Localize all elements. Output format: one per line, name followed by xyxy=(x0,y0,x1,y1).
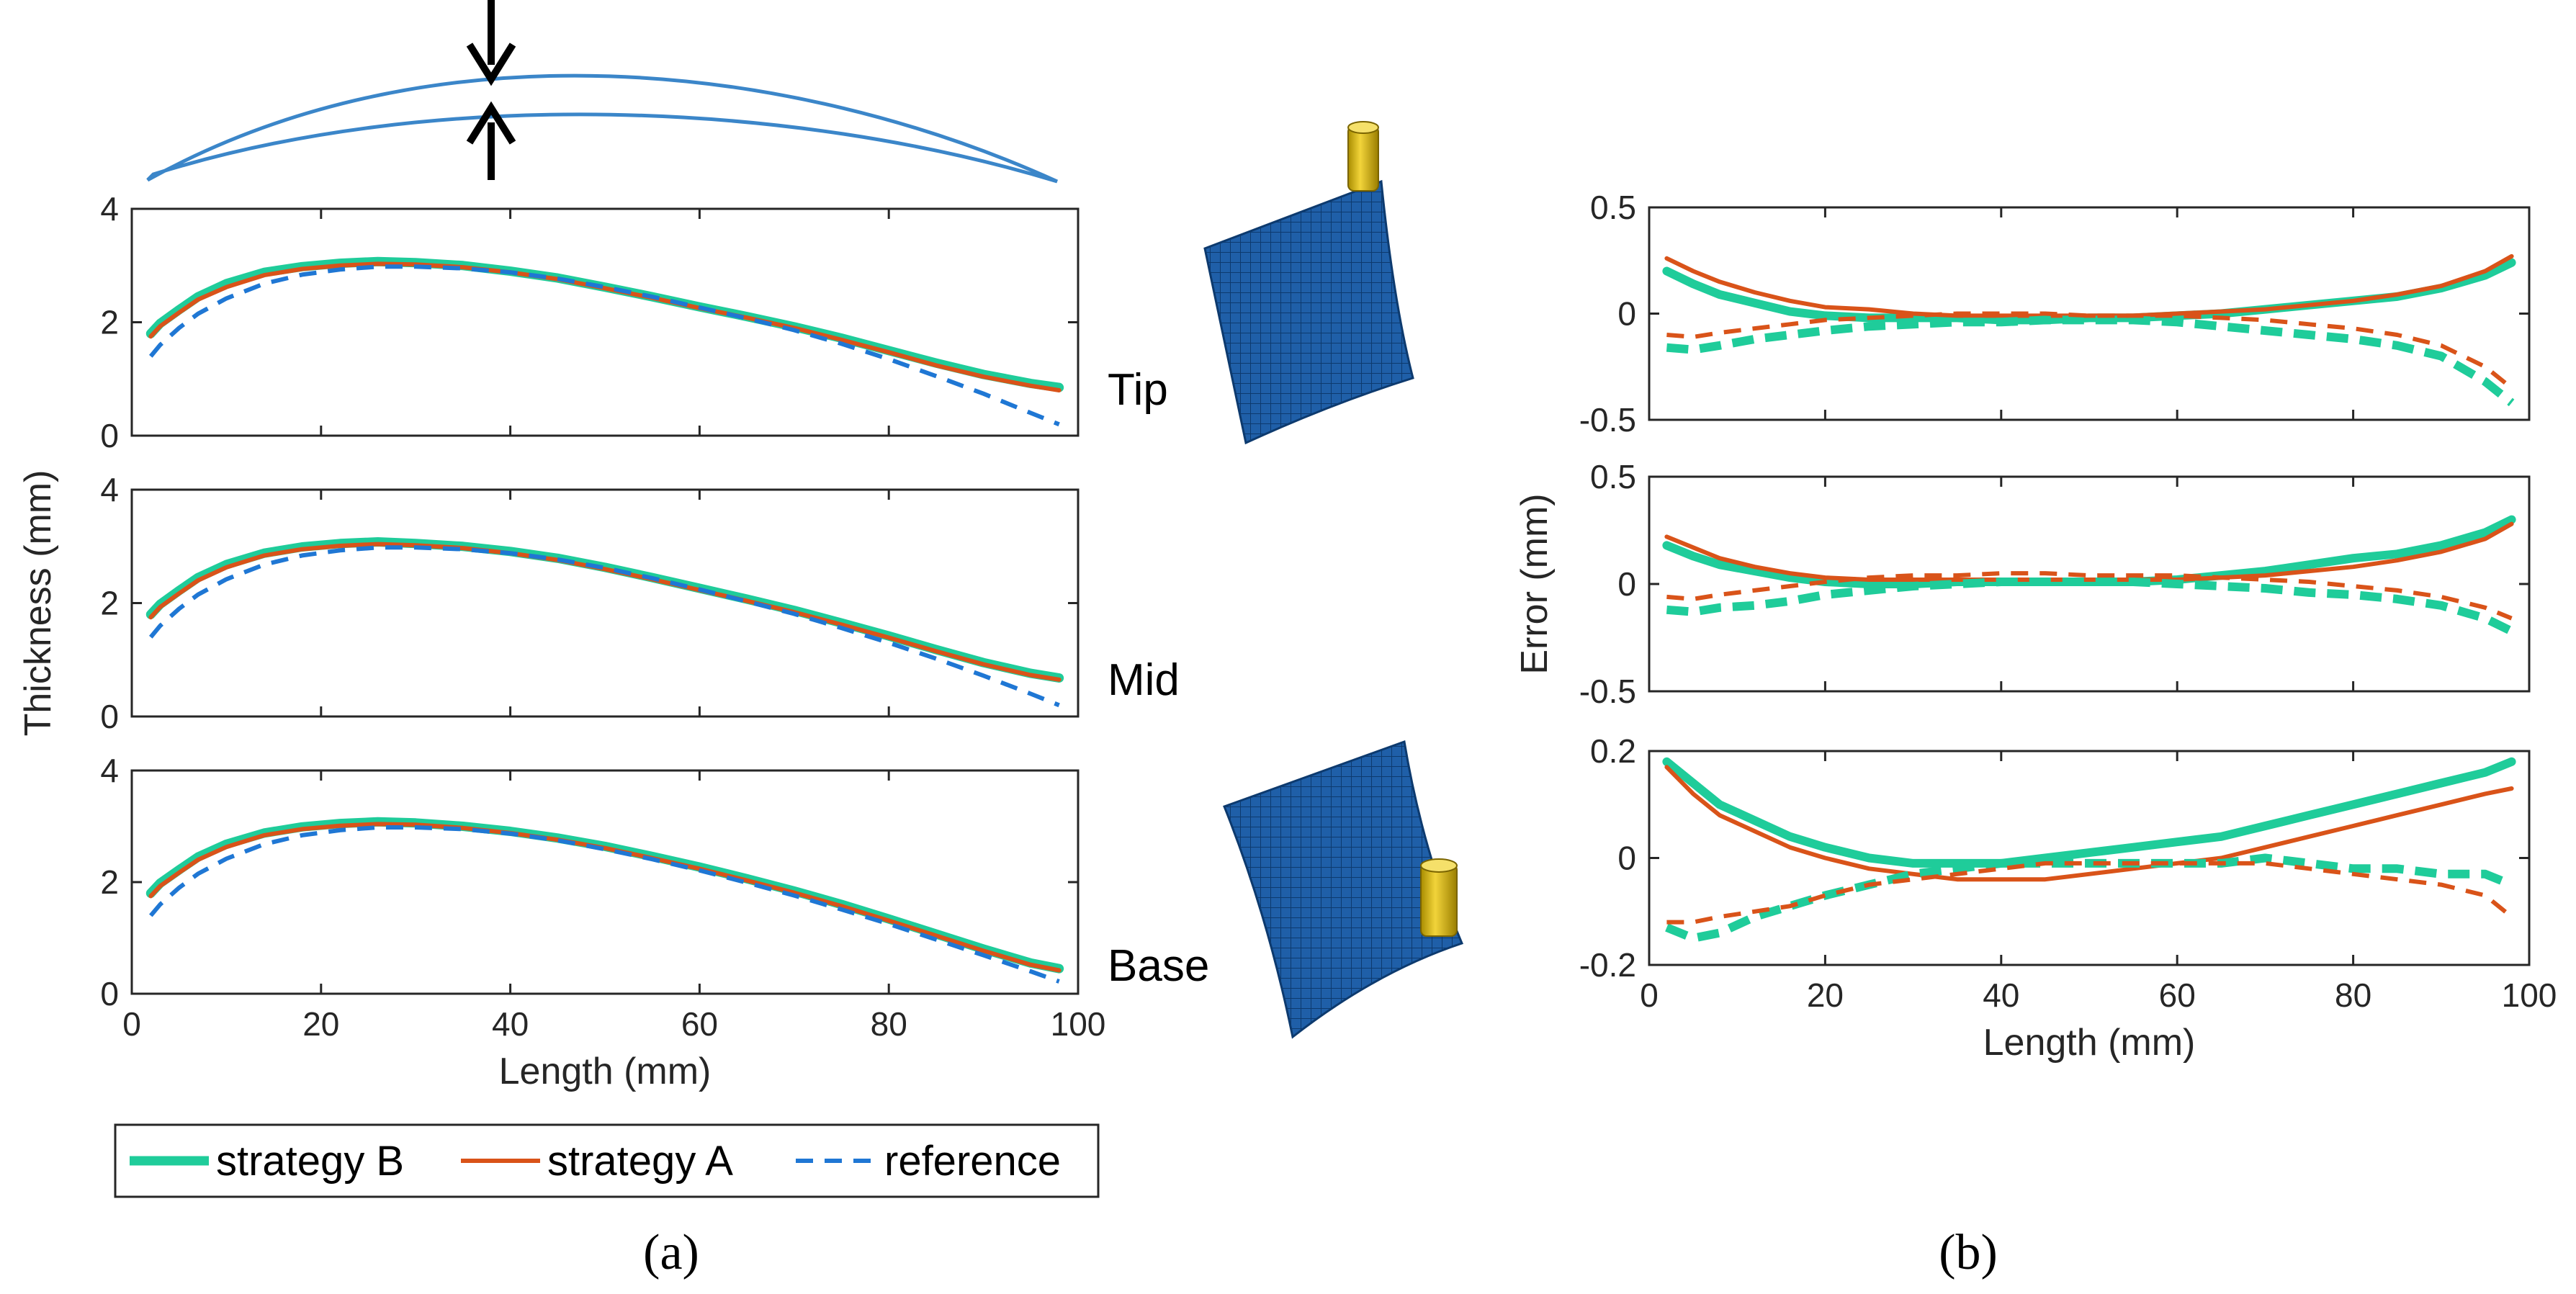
thickness-base-chart: 0 20 40 60 80 100 0 2 4 Length (mm) Base xyxy=(100,752,1209,1092)
x-tick-label: 0 xyxy=(1640,976,1659,1014)
y-tick-label: 2 xyxy=(100,863,119,901)
series-line-reference xyxy=(148,264,1060,427)
y-tick-label: 2 xyxy=(100,304,119,341)
row-label: Base xyxy=(1108,941,1209,991)
series-line-reference xyxy=(149,825,1060,984)
y-tick-label: 4 xyxy=(100,190,119,228)
x-tick-label: 40 xyxy=(492,1005,529,1043)
y-tick-label: 4 xyxy=(100,471,119,508)
y-tick-label: 0 xyxy=(1617,295,1636,333)
series-line-strategy-b-thickness xyxy=(1666,315,2515,407)
x-axis-label: Length (mm) xyxy=(1983,1022,2196,1064)
arrow-up-icon xyxy=(466,101,516,180)
arrow-down-icon xyxy=(466,0,516,86)
legend-box xyxy=(114,1123,1100,1198)
y-tick-label: 4 xyxy=(100,752,119,789)
y-tick-label: 0.5 xyxy=(1590,458,1636,495)
y-tick-label: 0 xyxy=(1617,565,1636,603)
x-axis-label: Length (mm) xyxy=(499,1051,712,1092)
panel-label-b: (b) xyxy=(1939,1225,1998,1280)
profile-outline xyxy=(146,73,1059,184)
series-line-strategy-b-thickness xyxy=(1662,757,2516,868)
blade-profile-outline xyxy=(146,73,1059,184)
x-tick-label: 40 xyxy=(1983,976,2019,1014)
x-tick-label: 60 xyxy=(681,1005,718,1043)
base-mesh-plate xyxy=(1223,740,1464,1039)
tool-cylinder-icon xyxy=(1347,121,1379,192)
error-tip-chart: -0.5 0 0.5 xyxy=(1579,189,2531,439)
thickness-mid-chart: 0 2 4 Thickness (mm) Mid xyxy=(17,470,1180,737)
x-tick-label: 0 xyxy=(122,1005,141,1043)
series-line-strategy-b-thickness xyxy=(1666,578,2514,635)
plot-area xyxy=(1648,750,2531,966)
y-tick-label: 0 xyxy=(100,698,119,735)
tool-body-base xyxy=(1420,863,1458,937)
x-tick-label: 60 xyxy=(2159,976,2196,1014)
y-axis-label: Error (mm) xyxy=(1514,493,1556,674)
x-tick-label: 20 xyxy=(1807,976,1844,1014)
tip-mesh-plate xyxy=(1203,179,1414,445)
x-tick-label: 80 xyxy=(871,1005,907,1043)
y-tick-label: 0 xyxy=(1617,840,1636,877)
y-tick-label: 0.2 xyxy=(1590,732,1636,770)
y-tick-label: -0.5 xyxy=(1579,401,1636,439)
tool-cylinder-icon xyxy=(1420,858,1458,937)
tip-mesh-surface xyxy=(1203,179,1414,445)
panel-label-a: (a) xyxy=(643,1225,699,1280)
arrow-down-head xyxy=(466,42,516,86)
error-mid-chart: -0.5 0 0.5 Error (mm) xyxy=(1514,458,2531,710)
x-tick-label: 100 xyxy=(2502,976,2557,1014)
row-label: Tip xyxy=(1108,365,1168,415)
legend-label-strategy-b: strategy B xyxy=(216,1138,404,1185)
y-tick-label: 0.5 xyxy=(1590,189,1636,226)
y-tick-label: -0.5 xyxy=(1579,673,1636,710)
y-tick-label: 0 xyxy=(100,975,119,1012)
y-tick-label: 0 xyxy=(100,417,119,454)
plot-area xyxy=(130,488,1080,718)
y-tick-label: 2 xyxy=(100,585,119,622)
plot-area xyxy=(130,207,1080,437)
tool-cap-base xyxy=(1420,858,1458,873)
y-axis-label: Thickness (mm) xyxy=(17,470,59,737)
thickness-tip-chart: 0 2 4 Tip xyxy=(100,190,1167,454)
x-tick-label: 20 xyxy=(302,1005,339,1043)
legend: strategy B strategy A reference xyxy=(114,1123,1100,1198)
series-line-reference xyxy=(148,545,1060,708)
arrow-up-head xyxy=(466,101,516,145)
legend-label-reference: reference xyxy=(884,1138,1061,1185)
x-tick-label: 100 xyxy=(1051,1005,1106,1043)
series-line-strategy-a-thickness xyxy=(1666,861,2513,925)
plot-area xyxy=(130,769,1080,995)
legend-label-strategy-a: strategy A xyxy=(547,1138,733,1185)
x-tick-label: 80 xyxy=(2335,976,2371,1014)
base-mesh-surface xyxy=(1223,740,1464,1039)
tool-body-top xyxy=(1347,125,1379,192)
row-label: Mid xyxy=(1108,655,1180,705)
tool-cap-top xyxy=(1347,121,1379,134)
y-tick-label: -0.2 xyxy=(1579,946,1636,984)
series-line-strategy-a-thickness xyxy=(1664,765,2514,882)
